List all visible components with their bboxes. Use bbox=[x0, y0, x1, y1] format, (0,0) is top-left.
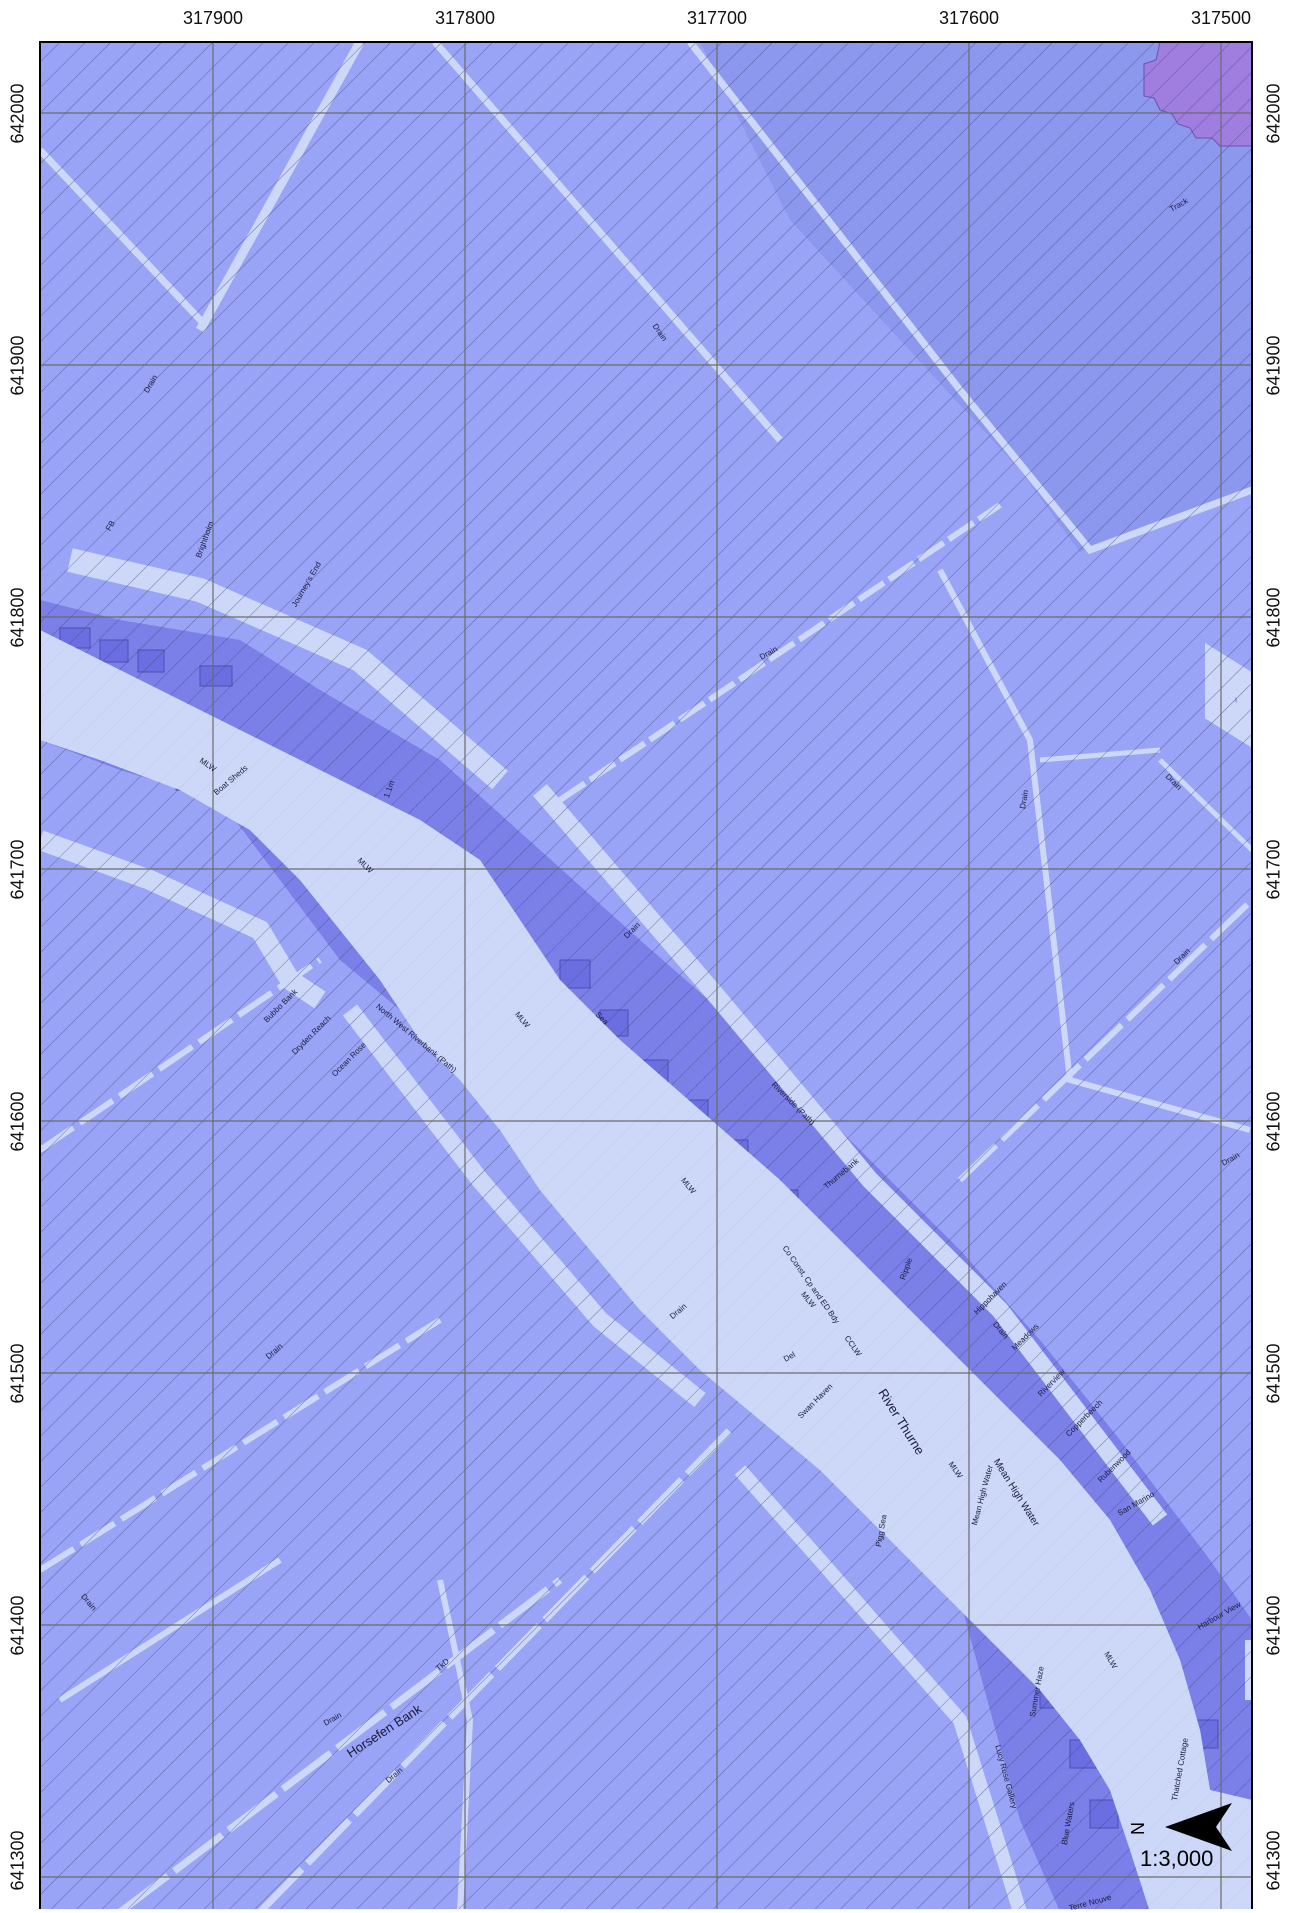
northing-label-right: 641800 bbox=[1263, 586, 1284, 648]
northing-label-left: 641600 bbox=[7, 1090, 28, 1152]
northing-label-right: 641600 bbox=[1263, 1090, 1284, 1152]
northing-label-left: 642000 bbox=[7, 82, 28, 144]
river-channel-surface bbox=[40, 630, 1252, 1909]
northing-label-right: 641400 bbox=[1263, 1594, 1284, 1656]
map-border bbox=[39, 41, 1253, 1909]
map-frame-content bbox=[40, 42, 1252, 1909]
northing-label-left: 641500 bbox=[7, 1342, 28, 1404]
northing-label-left: 641300 bbox=[7, 1829, 28, 1891]
grid-lines bbox=[40, 42, 1252, 1909]
northing-label-left: 641400 bbox=[7, 1594, 28, 1656]
northing-label-right: 641700 bbox=[1263, 838, 1284, 900]
easting-label: 317800 bbox=[434, 8, 496, 28]
scale-text: 1:3,000 bbox=[1140, 1846, 1214, 1871]
northing-label-right: 641900 bbox=[1263, 334, 1284, 396]
easting-label: 317900 bbox=[182, 8, 244, 28]
northing-label-right: 641300 bbox=[1263, 1829, 1284, 1891]
northing-label-left: 641900 bbox=[7, 334, 28, 396]
north-label: N bbox=[1128, 1822, 1148, 1835]
easting-label: 317700 bbox=[686, 8, 748, 28]
easting-label: 317500 bbox=[1190, 8, 1252, 28]
easting-label: 317600 bbox=[938, 8, 1000, 28]
northing-label-left: 641800 bbox=[7, 586, 28, 648]
northing-label-left: 641700 bbox=[7, 838, 28, 900]
northing-label-right: 641500 bbox=[1263, 1342, 1284, 1404]
north-arrow-icon bbox=[1165, 1803, 1232, 1851]
northing-label-right: 642000 bbox=[1263, 82, 1284, 144]
